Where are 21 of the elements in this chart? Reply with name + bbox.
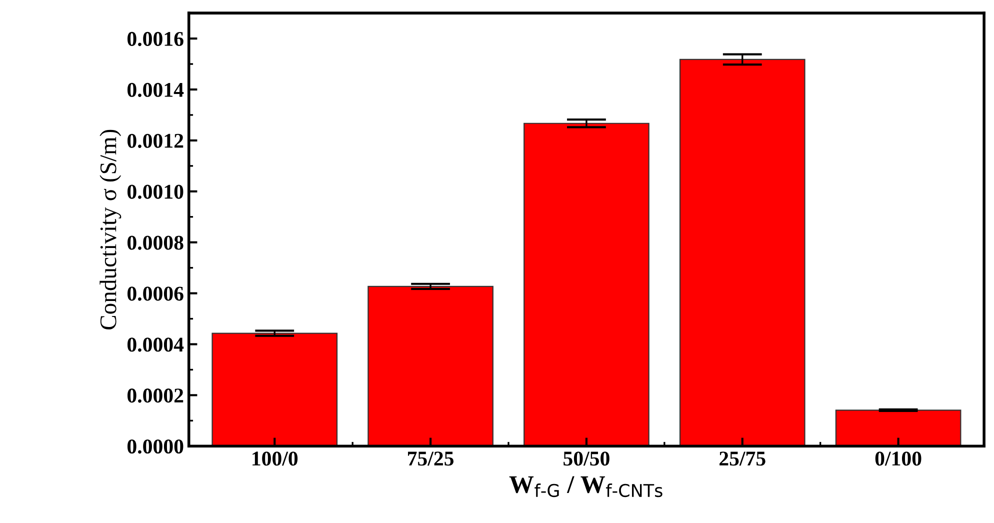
y-tick-label: 0.0004 (128, 338, 184, 352)
x-axis-title: W$_{f-G}$ / W$_{f-CNTs}$ (509, 476, 662, 498)
bar (679, 58, 806, 446)
y-tick-label: 0.0000 (128, 439, 184, 454)
x-tick-label: 100/0 (252, 452, 298, 466)
y-tick-label: 0.0006 (128, 286, 184, 301)
bar (835, 410, 962, 446)
y-tick-label: 0.0002 (128, 388, 184, 403)
x-tick-label: 25/75 (720, 452, 766, 466)
x-tick-label: 75/25 (408, 452, 454, 466)
bar (212, 332, 338, 446)
y-tick-label: 0.0010 (128, 184, 184, 199)
x-tick-label: 50/50 (564, 452, 610, 466)
y-tick-label: 0.0016 (128, 32, 184, 46)
x-tick-label: 0/100 (875, 452, 922, 466)
bar (524, 122, 650, 446)
y-tick-label: 0.0014 (128, 82, 184, 98)
y-axis-title: Conductivity σ (S/m) (100, 130, 122, 330)
y-tick-label: 0.0008 (128, 236, 184, 250)
bar (368, 286, 494, 446)
y-tick-label: 0.0012 (128, 134, 184, 148)
